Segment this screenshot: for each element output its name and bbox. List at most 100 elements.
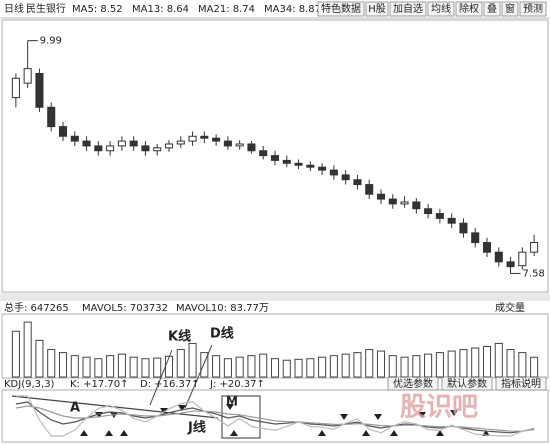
candle-body: [153, 147, 162, 152]
label-m: M: [226, 395, 238, 409]
volume-bar: [400, 356, 409, 378]
candle-body: [482, 242, 492, 253]
candle-body: [341, 174, 350, 181]
volume-bar: [388, 355, 397, 378]
volume-bar: [518, 352, 527, 378]
volume-bar: [23, 321, 32, 378]
candle-body: [200, 135, 209, 139]
volume-bar: [447, 350, 456, 378]
volume-bar: [106, 355, 115, 378]
divider: [0, 293, 550, 301]
candle-body: [424, 208, 433, 215]
volume-bar: [424, 353, 433, 378]
toolbar-button[interactable]: [365, 1, 389, 17]
candle-body: [518, 251, 527, 267]
label-a: A: [70, 401, 80, 416]
candle-body: [376, 193, 386, 200]
candle-body: [306, 164, 315, 168]
volume-bar: [82, 356, 91, 378]
volume-bar: [318, 356, 327, 378]
volume-bar: [117, 353, 126, 378]
label-k: K线: [168, 329, 191, 345]
volume-bar: [153, 357, 162, 378]
volume-label: MAVOL10: 83.77万: [176, 303, 269, 314]
toolbar-button[interactable]: [501, 1, 519, 17]
candle-body: [247, 143, 256, 152]
volume-bar: [353, 352, 362, 378]
toolbar-button[interactable]: [389, 1, 427, 17]
candle-body: [223, 140, 232, 147]
volume-bar: [435, 352, 444, 378]
up-arrows: [80, 430, 490, 436]
volume-panel: [1, 313, 549, 379]
toolbar-button-label[interactable]: 窗: [505, 2, 515, 15]
m-box: [221, 395, 261, 439]
volume-bar: [35, 339, 44, 378]
candle-body: [471, 232, 480, 244]
kdj-label: J: +20.37↑: [209, 379, 265, 390]
kdj-button-label[interactable]: 指标说明: [501, 377, 541, 390]
candle-body: [141, 145, 150, 152]
kdj-button-label[interactable]: 优选参数: [393, 377, 433, 390]
candle-body: [47, 106, 56, 128]
kdj-line: [15, 395, 535, 437]
candle-body: [270, 155, 280, 161]
volume-bar: [129, 356, 138, 378]
candle-body: [117, 140, 126, 147]
ma-label: MA5: 8.52: [72, 4, 123, 15]
kdj-label: K: +17.70↑: [70, 379, 129, 390]
toolbar-button-label[interactable]: 加自选: [393, 2, 423, 15]
candle-body: [70, 135, 79, 142]
candle-body: [435, 213, 444, 219]
kdj-button-label[interactable]: 默认参数: [447, 377, 487, 390]
volume-bar: [176, 349, 185, 378]
volume-bar: [259, 353, 268, 378]
volume-bar: [188, 342, 197, 378]
volume-label: 总手: 647265: [4, 301, 69, 314]
kdj-panel: [1, 389, 549, 443]
toolbar-button[interactable]: [483, 1, 501, 17]
candle-body: [188, 135, 197, 142]
toolbar-button[interactable]: [427, 1, 455, 17]
volume-bar: [212, 355, 221, 378]
volume-bar: [376, 350, 386, 378]
volume-bar: [141, 358, 150, 378]
volume-bar: [270, 358, 280, 378]
candle-body: [353, 179, 362, 186]
volume-bar: [494, 342, 503, 378]
volume-bar: [329, 355, 338, 378]
label-j: J线: [187, 420, 206, 436]
volume-bar: [164, 355, 174, 378]
volume-bar: [47, 349, 56, 378]
candle-body: [259, 150, 268, 157]
candle-body: [365, 184, 374, 195]
toolbar-button[interactable]: [519, 1, 547, 17]
volume-bar: [482, 346, 492, 378]
toolbar-button-label[interactable]: 均线: [431, 2, 451, 15]
volume-dropdown[interactable]: 成交量: [495, 301, 525, 314]
candle-body: [318, 166, 327, 171]
label-d: D线: [210, 326, 234, 342]
toolbar-button-label[interactable]: 叠: [487, 3, 497, 15]
toolbar-button-label[interactable]: 除权: [459, 2, 479, 15]
volume-bar: [365, 349, 374, 378]
signal-arrows: [80, 404, 490, 436]
toolbar-button-label[interactable]: 特色数据: [321, 2, 361, 15]
volume-bar: [471, 347, 480, 378]
volume-bar: [506, 349, 515, 378]
volume-bar: [282, 359, 291, 378]
candle-body: [400, 201, 409, 205]
candle-body: [176, 140, 185, 145]
price-panel: [1, 19, 549, 293]
toolbar-button[interactable]: [455, 1, 483, 17]
candle-body: [447, 217, 456, 224]
candle-body: [459, 222, 468, 234]
candle-body: [235, 143, 244, 147]
toolbar-button-label[interactable]: 预测: [523, 2, 543, 15]
volume-bar: [11, 330, 20, 378]
toolbar-button[interactable]: [317, 1, 365, 17]
toolbar-button-label[interactable]: H股: [368, 3, 386, 15]
kdj-label: KDJ(9,3,3): [4, 379, 55, 390]
